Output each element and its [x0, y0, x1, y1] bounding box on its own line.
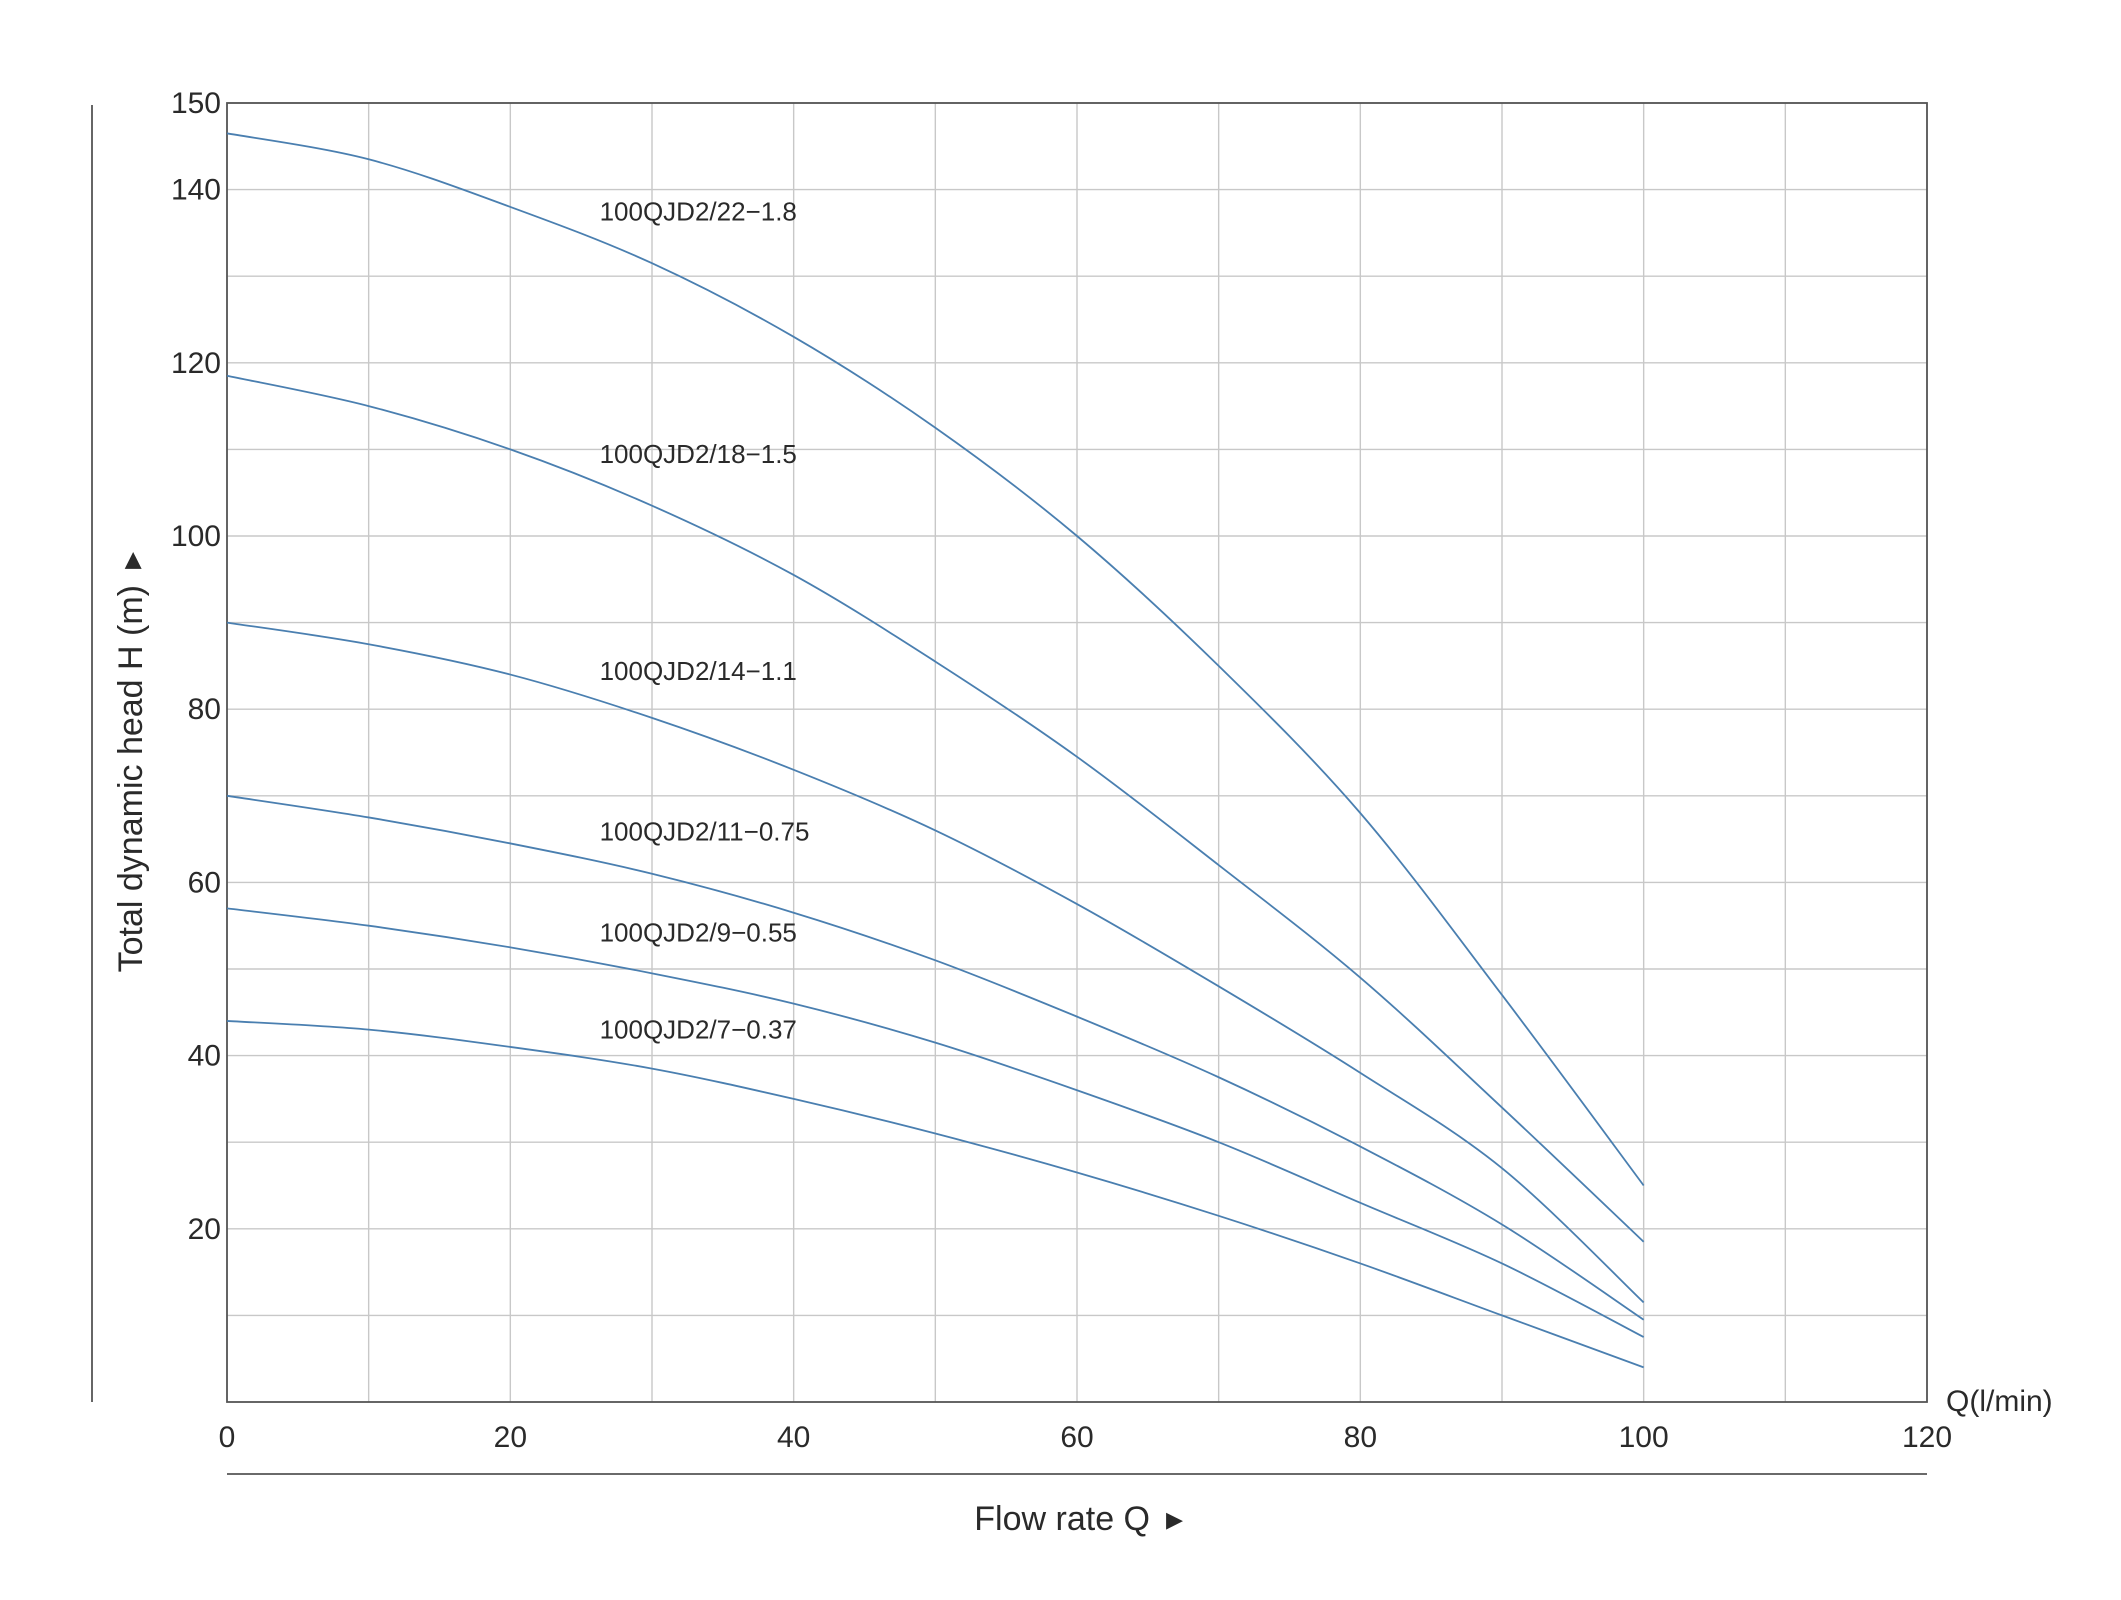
series-line	[226, 621, 1645, 1304]
series-label: 100QJD2/7−0.37	[600, 1015, 797, 1045]
curves	[226, 132, 1645, 1369]
series-label: 100QJD2/9−0.55	[600, 918, 797, 948]
y-tick-label: 120	[171, 347, 221, 380]
x-tick-label: 0	[219, 1421, 236, 1454]
x-tick-label: 120	[1902, 1421, 1952, 1454]
series-label: 100QJD2/22−1.8	[600, 196, 797, 226]
y-tick-label: 40	[188, 1040, 221, 1073]
y-axis-title: Total dynamic head H (m) ▸	[112, 552, 150, 972]
y-tick-label: 140	[171, 174, 221, 207]
series-label: 100QJD2/14−1.1	[600, 656, 797, 686]
grid-lines	[226, 102, 1928, 1402]
series-line	[226, 132, 1645, 1187]
x-axis-arrow-icon: ▸	[1166, 1500, 1183, 1538]
y-axis-title-text: Total dynamic head H (m)	[112, 585, 150, 972]
y-tick-label: 100	[171, 520, 221, 553]
y-axis-arrow-icon: ▸	[112, 552, 150, 569]
y-tick-labels: 20 40 60 80 100 120 140 150	[171, 87, 221, 1246]
plot-frame	[226, 102, 1928, 1403]
x-unit-label: Q(l/min)	[1946, 1385, 2053, 1418]
x-tick-label: 40	[777, 1421, 810, 1454]
series-label: 100QJD2/11−0.75	[600, 817, 810, 847]
series-line	[226, 794, 1645, 1321]
x-tick-label: 100	[1619, 1421, 1669, 1454]
y-tick-label: 150	[171, 87, 221, 120]
x-tick-label: 60	[1060, 1421, 1093, 1454]
series-label: 100QJD2/18−1.5	[600, 439, 797, 469]
x-axis-title-text: Flow rate Q	[974, 1500, 1150, 1538]
x-tick-label: 20	[494, 1421, 527, 1454]
series-line	[226, 374, 1645, 1243]
x-tick-label: 80	[1344, 1421, 1377, 1454]
y-tick-label: 60	[188, 866, 221, 899]
series-line	[226, 1020, 1644, 1369]
x-tick-labels: 0 20 40 60 80 100 120	[219, 1421, 1952, 1454]
y-tick-label: 80	[188, 693, 221, 726]
y-tick-label: 20	[188, 1213, 221, 1246]
x-axis-title: Flow rate Q ▸	[974, 1500, 1183, 1538]
curve-labels: 100QJD2/22−1.8 100QJD2/18−1.5 100QJD2/14−1…	[600, 196, 810, 1044]
series-line	[226, 907, 1645, 1338]
